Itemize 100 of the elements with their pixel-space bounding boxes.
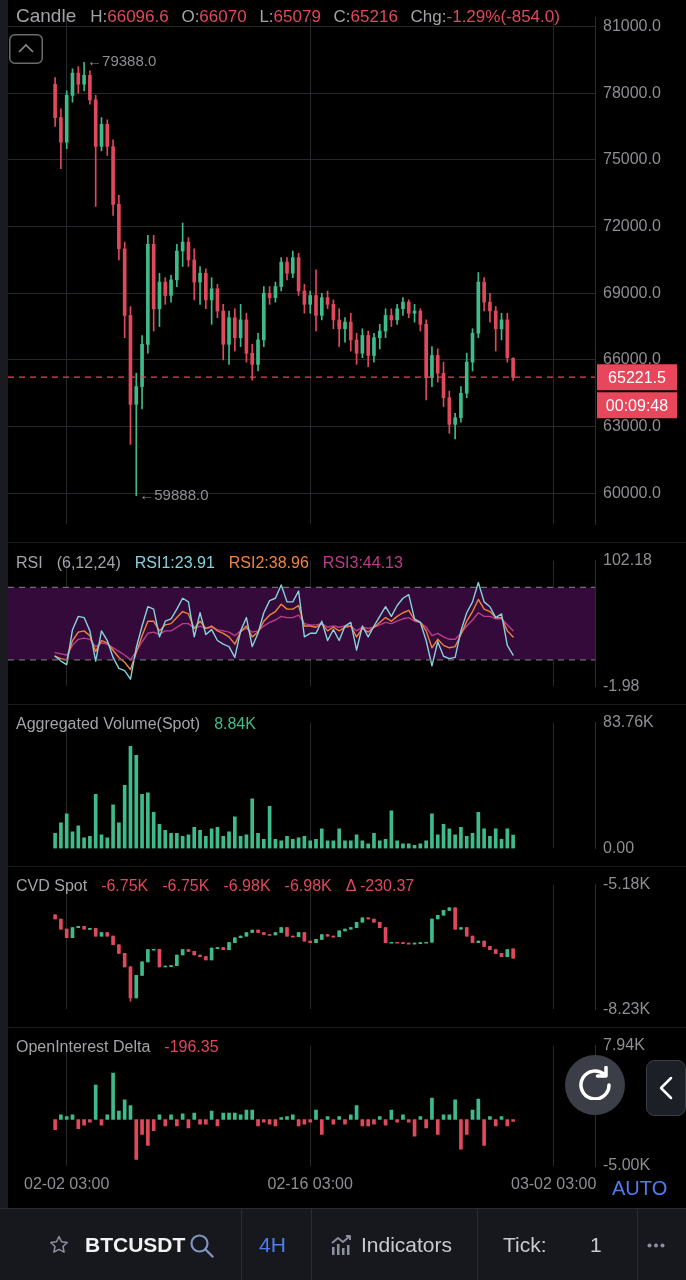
bar	[424, 1119, 428, 1129]
annotation: -6.98K	[284, 876, 332, 896]
y-tick-label: -5.00K	[603, 1156, 651, 1174]
bar	[122, 784, 127, 849]
bar	[238, 1114, 243, 1120]
bar	[319, 1119, 324, 1135]
bar	[93, 1084, 98, 1120]
bar	[325, 1116, 330, 1120]
text: 4H	[259, 1233, 286, 1257]
annotation: ←59888.0	[139, 485, 209, 503]
bar	[401, 1114, 405, 1120]
bar	[493, 1119, 498, 1127]
bar	[348, 1114, 353, 1120]
candlestick	[337, 308, 342, 347]
bar	[395, 1119, 399, 1123]
bar	[476, 812, 481, 849]
candlestick	[134, 372, 139, 497]
bar	[418, 1116, 423, 1120]
bar	[482, 1119, 486, 1146]
bar	[122, 1099, 127, 1120]
bar	[395, 840, 399, 849]
bar	[459, 827, 463, 849]
y-tick-label: 69000.0	[603, 283, 661, 301]
x-tick-label: 02-16 03:00	[267, 1175, 353, 1193]
bar	[377, 840, 382, 849]
text: Indicators	[361, 1233, 453, 1257]
y-tick-label: -1.98	[603, 676, 640, 694]
bar	[319, 828, 324, 849]
bar	[59, 1114, 63, 1120]
chart-subtitle: (6,12,24)	[56, 554, 121, 571]
y-tick-label: 81000.0	[603, 16, 661, 34]
bar	[488, 1116, 492, 1120]
bar	[430, 1097, 434, 1120]
bar	[366, 1119, 370, 1127]
bar	[105, 837, 110, 849]
bar	[64, 813, 69, 849]
bar	[250, 1109, 255, 1120]
bar	[82, 837, 86, 849]
bar	[285, 1116, 289, 1120]
bar	[140, 794, 144, 849]
text: RSI1:23.91	[134, 553, 215, 573]
bar	[146, 1119, 150, 1146]
bar	[511, 1119, 515, 1122]
bar	[256, 833, 260, 849]
bar	[64, 1116, 69, 1120]
y-tick-label: 75000.0	[603, 150, 661, 168]
bar	[53, 1119, 57, 1131]
text: 00:09:48	[605, 396, 669, 414]
bar	[314, 839, 318, 849]
bar	[204, 1119, 208, 1125]
bar	[221, 836, 226, 849]
bar	[111, 1072, 115, 1120]
annotation: -6.98K	[223, 876, 271, 896]
bar	[157, 1114, 162, 1120]
bar	[482, 828, 486, 849]
chart-title: CVD Spot	[16, 876, 88, 896]
bar	[499, 1116, 504, 1120]
bar	[70, 1114, 75, 1120]
bar	[175, 1119, 179, 1127]
bar	[290, 839, 295, 849]
bar	[117, 1110, 121, 1120]
bar	[337, 828, 342, 849]
y-tick-label: 7.94K	[603, 1036, 646, 1054]
bar	[464, 836, 469, 849]
chart-title: Aggregated Volume(Spot)	[16, 714, 201, 734]
x-tick-label: 03-02 03:00	[510, 1175, 597, 1193]
y-tick-label: 60000.0	[603, 483, 661, 501]
text: BTCUSDT	[85, 1233, 186, 1257]
bar	[76, 1119, 81, 1130]
bar	[372, 833, 376, 849]
bar	[290, 1114, 295, 1120]
bar	[505, 828, 510, 849]
bar	[476, 1098, 481, 1120]
chart-title: OpenInterest Delta	[16, 1037, 151, 1057]
bar	[343, 840, 347, 849]
x-tick-label: 02-02 03:00	[24, 1175, 110, 1193]
bar	[134, 1119, 139, 1160]
bar	[261, 1119, 266, 1123]
bar	[250, 798, 255, 849]
bar	[76, 825, 81, 849]
bar	[233, 1112, 237, 1120]
bar	[459, 1119, 463, 1150]
bar	[308, 840, 313, 849]
bar	[111, 804, 115, 849]
bar	[169, 1114, 173, 1120]
bar	[82, 1119, 86, 1126]
bar	[406, 1119, 411, 1123]
bar	[343, 1119, 347, 1125]
bar	[88, 836, 92, 849]
annotation: ←79388.0	[87, 52, 157, 70]
chart-title: Candle	[16, 5, 77, 26]
bar	[88, 1119, 92, 1123]
y-tick-label: 0.00	[603, 838, 635, 856]
y-tick-label: 78000.0	[603, 83, 661, 101]
bar	[175, 833, 179, 849]
bar	[227, 1112, 231, 1120]
annotation: -6.75K	[101, 876, 149, 896]
bar	[435, 834, 440, 849]
bar	[453, 834, 457, 849]
bar	[105, 1114, 110, 1120]
